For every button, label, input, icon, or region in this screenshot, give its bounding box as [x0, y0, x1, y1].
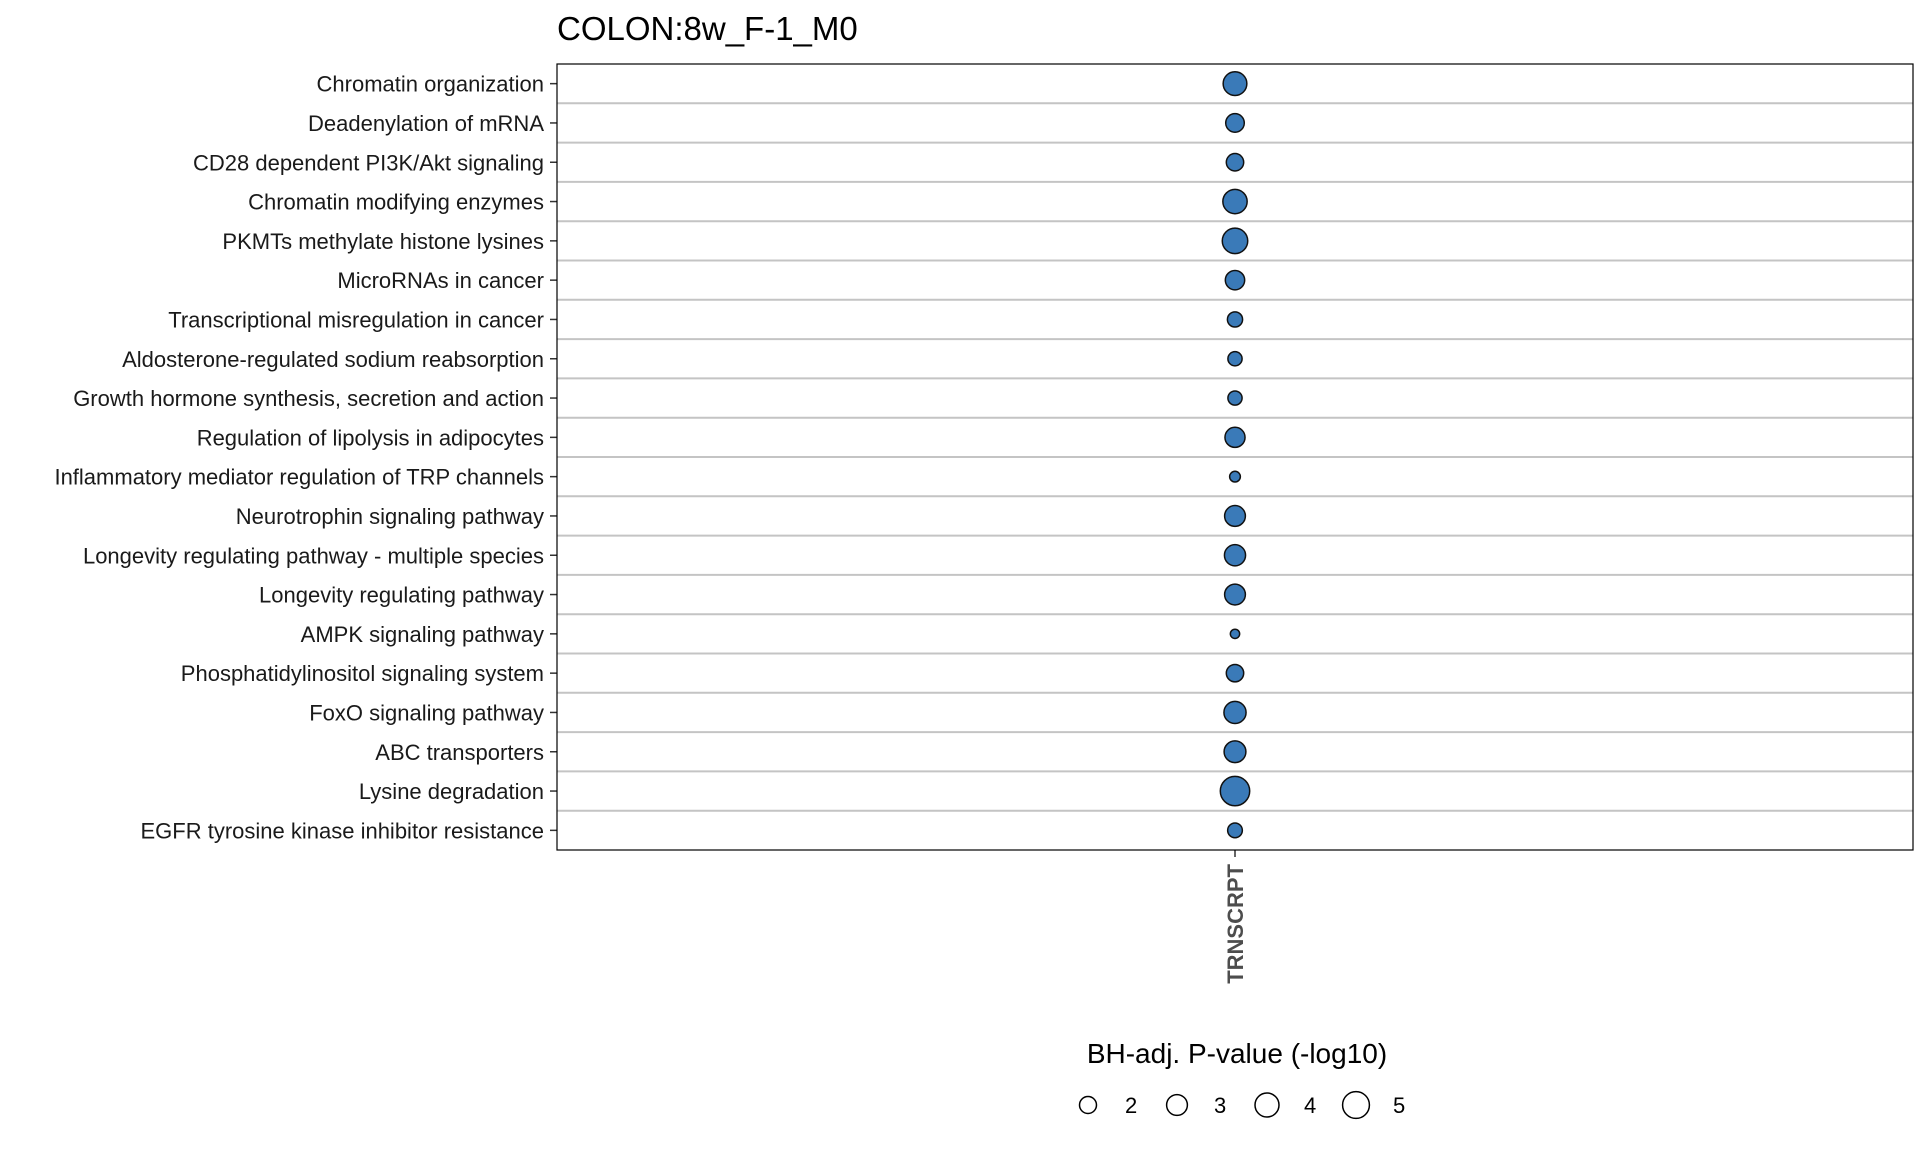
- y-tick-label: Chromatin modifying enzymes: [248, 190, 544, 215]
- data-point: [1227, 390, 1243, 406]
- data-point: [1223, 543, 1247, 567]
- y-tick-label: EGFR tyrosine kinase inhibitor resistanc…: [141, 818, 545, 843]
- legend-key-circle: [1254, 1092, 1280, 1118]
- x-tick-label: TRNSCRPT: [1223, 863, 1248, 983]
- y-tick-label: Transcriptional misregulation in cancer: [168, 307, 544, 332]
- data-point: [1222, 71, 1248, 97]
- x-axis: TRNSCRPT: [1223, 850, 1248, 984]
- y-tick-label: AMPK signaling pathway: [301, 622, 544, 647]
- y-tick-label: Longevity regulating pathway: [259, 583, 544, 608]
- chart-title: COLON:8w_F-1_M0: [557, 10, 858, 47]
- data-point: [1226, 822, 1244, 839]
- y-tick-label: Deadenylation of mRNA: [308, 111, 544, 136]
- data-point: [1227, 350, 1243, 367]
- y-tick-label: Chromatin organization: [317, 72, 544, 97]
- data-point: [1224, 112, 1246, 133]
- data-point: [1224, 426, 1246, 449]
- legend-title: BH-adj. P-value (-log10): [1087, 1038, 1387, 1069]
- data-point: [1223, 740, 1247, 764]
- legend-key-circle: [1078, 1095, 1098, 1115]
- data-points: [1219, 71, 1251, 839]
- legend-key-label: 5: [1393, 1093, 1405, 1118]
- data-point: [1221, 227, 1249, 255]
- data-point: [1225, 663, 1245, 683]
- data-point: [1224, 269, 1246, 291]
- legend-key-label: 3: [1214, 1093, 1226, 1118]
- y-tick-label: FoxO signaling pathway: [309, 700, 544, 725]
- data-point: [1222, 188, 1248, 215]
- data-point: [1225, 152, 1245, 172]
- data-point: [1219, 775, 1251, 807]
- y-tick-label: MicroRNAs in cancer: [337, 268, 544, 293]
- legend-key-label: 4: [1304, 1093, 1316, 1118]
- data-point: [1226, 311, 1244, 328]
- grid-lines: [557, 102, 1913, 812]
- data-point: [1228, 470, 1242, 483]
- y-tick-label: CD28 dependent PI3K/Akt signaling: [193, 150, 544, 175]
- y-tick-label: PKMTs methylate histone lysines: [222, 229, 544, 254]
- y-tick-label: Phosphatidylinositol signaling system: [181, 661, 544, 686]
- legend-key-circle: [1341, 1090, 1371, 1120]
- data-point: [1223, 700, 1247, 725]
- y-tick-label: ABC transporters: [375, 740, 544, 765]
- y-tick-label: Growth hormone synthesis, secretion and …: [73, 386, 544, 411]
- legend-key-label: 2: [1125, 1093, 1137, 1118]
- y-tick-label: Longevity regulating pathway - multiple …: [83, 543, 544, 568]
- plot-panel: [556, 63, 1914, 851]
- data-point: [1223, 504, 1247, 528]
- legend-key-circle: [1165, 1093, 1189, 1117]
- data-point: [1223, 583, 1247, 606]
- y-tick-label: Inflammatory mediator regulation of TRP …: [54, 465, 544, 490]
- y-tick-label: Neurotrophin signaling pathway: [236, 504, 544, 529]
- y-tick-label: Regulation of lipolysis in adipocytes: [197, 425, 544, 450]
- y-tick-label: Aldosterone-regulated sodium reabsorptio…: [122, 347, 544, 372]
- y-axis: Chromatin organization Deadenylation of m…: [54, 72, 557, 843]
- y-tick-label: Lysine degradation: [359, 779, 544, 804]
- size-legend: BH-adj. P-value (-log10) 2 3 4 5: [1078, 1038, 1405, 1120]
- data-point: [1229, 628, 1241, 640]
